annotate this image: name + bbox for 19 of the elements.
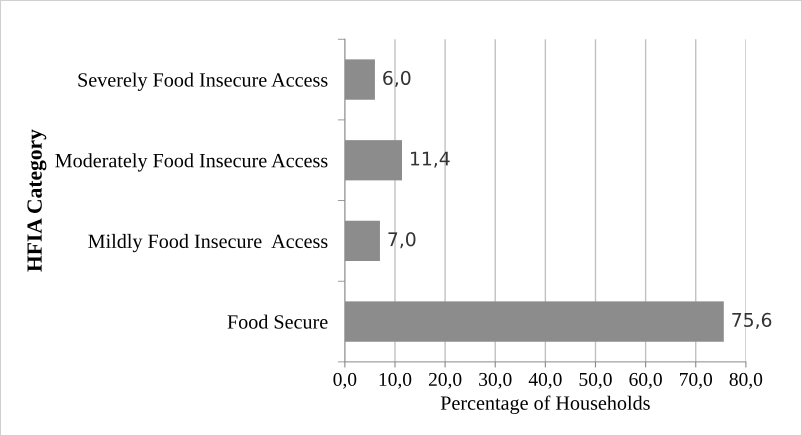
y-tick-label: Mildly Food Insecure Access <box>88 234 328 252</box>
x-tick-label: 30,0 <box>479 372 512 389</box>
data-label: 6,0 <box>383 70 410 87</box>
x-tick-label: 20,0 <box>428 372 462 389</box>
x-tick-label: 60,0 <box>629 372 662 389</box>
x-tick-label: 10,0 <box>380 372 412 389</box>
data-label: 75,6 <box>732 312 772 329</box>
y-tick-label: Food Secure <box>228 314 328 329</box>
data-label: 11,4 <box>411 152 450 168</box>
x-tick-label: 70,0 <box>680 372 712 389</box>
y-tick-label: Moderately Food Insecure Access <box>55 153 328 172</box>
x-axis-title: Percentage of Households <box>440 395 650 414</box>
x-tick-label: 50,0 <box>580 372 612 389</box>
y-tick-label: Severely Food Insecure Access <box>78 72 328 91</box>
x-tick-label: 0,0 <box>333 372 356 389</box>
y-axis-title: HFIA Category <box>27 129 46 272</box>
x-tick-label: 80,0 <box>730 372 762 389</box>
data-label: 7,0 <box>388 232 416 248</box>
x-tick-label: 40,0 <box>528 372 562 389</box>
